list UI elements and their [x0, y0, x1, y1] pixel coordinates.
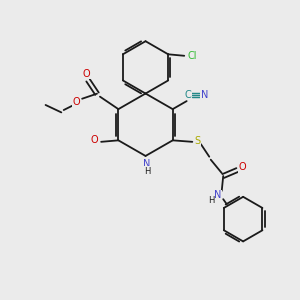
Text: S: S	[194, 136, 200, 146]
Text: O: O	[72, 97, 80, 107]
Text: H: H	[208, 196, 214, 205]
Text: O: O	[83, 69, 90, 79]
Text: Cl: Cl	[187, 51, 197, 61]
Text: O: O	[91, 135, 98, 145]
Text: H: H	[144, 167, 150, 176]
Text: N: N	[201, 90, 208, 100]
Text: C: C	[185, 90, 191, 100]
Text: O: O	[239, 162, 246, 172]
Text: N: N	[214, 190, 222, 200]
Text: N: N	[143, 159, 151, 169]
